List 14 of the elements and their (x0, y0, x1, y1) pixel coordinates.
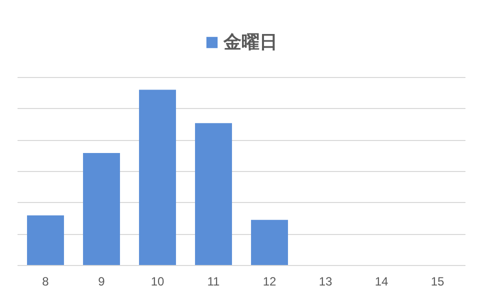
bar (195, 123, 232, 266)
x-tick-label: 9 (98, 274, 106, 288)
legend-label: 金曜日 (224, 31, 278, 54)
x-tick-label: 12 (262, 274, 276, 288)
bar (251, 220, 288, 266)
x-tick-label: 11 (207, 274, 220, 288)
bar (27, 215, 64, 266)
x-tick-label: 8 (42, 274, 50, 288)
x-tick-label: 10 (150, 274, 164, 288)
x-tick-label: 15 (430, 274, 444, 288)
bar (83, 153, 120, 266)
bar (139, 90, 176, 266)
x-tick-label: 13 (318, 274, 332, 288)
x-tick-label: 14 (374, 274, 388, 288)
